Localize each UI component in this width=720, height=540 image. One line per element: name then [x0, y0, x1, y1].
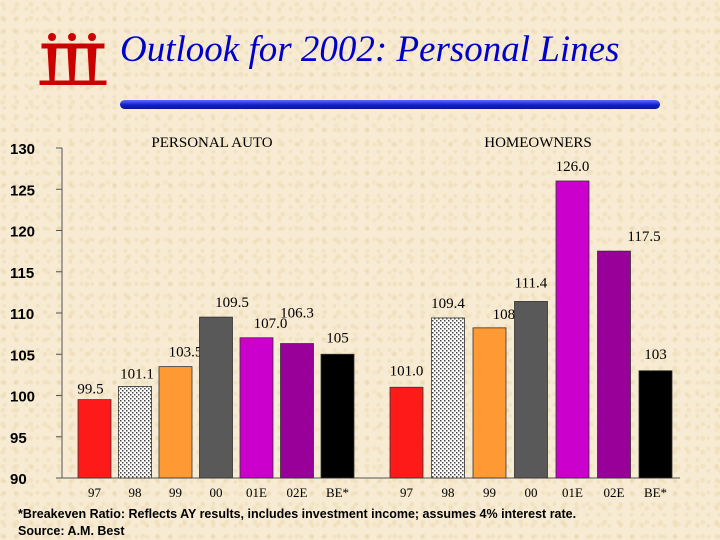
x-tick-label: 00: [525, 485, 538, 500]
bar: [280, 343, 314, 479]
y-tick-label: 105: [10, 347, 35, 364]
bar: [77, 399, 112, 479]
bar: [472, 327, 507, 479]
bar: [431, 317, 465, 479]
data-label: 109.5: [215, 295, 249, 311]
x-tick-label: 99: [169, 485, 182, 500]
bar: [158, 366, 193, 479]
x-tick-label: 98: [442, 485, 455, 500]
y-tick-label: 120: [10, 224, 35, 241]
x-tick-label: 02E: [287, 485, 308, 500]
x-tick-label: 00: [210, 485, 223, 500]
y-tick-label: 125: [10, 182, 35, 199]
bar: [638, 370, 673, 479]
bar: [199, 316, 233, 479]
data-label: 111.4: [515, 275, 548, 291]
page-title: Outlook for 2002: Personal Lines: [120, 29, 620, 70]
data-label: 126.0: [556, 159, 590, 175]
data-label: 105: [326, 330, 349, 346]
breakeven-footnote: *Breakeven Ratio: Reflects AY results, i…: [18, 507, 577, 521]
panel-title: PERSONAL AUTO: [151, 135, 272, 151]
y-tick-label: 90: [10, 471, 27, 488]
x-tick-label: 01E: [562, 485, 583, 500]
x-tick-label: BE*: [644, 485, 667, 500]
bar: [555, 180, 590, 479]
bar: [514, 301, 548, 479]
company-logo: [39, 33, 107, 85]
y-tick-label: 115: [10, 265, 34, 282]
data-label: 109.4: [431, 296, 465, 312]
x-tick-label: 01E: [246, 485, 267, 500]
data-label: 103.5: [169, 345, 203, 361]
data-label: 106.3: [280, 306, 314, 322]
data-label: 99.5: [77, 382, 103, 398]
x-tick-label: 97: [88, 485, 102, 500]
data-label: 101.0: [390, 363, 424, 379]
x-tick-label: 99: [483, 485, 496, 500]
x-tick-label: 97: [400, 485, 414, 500]
y-tick-label: 95: [10, 430, 27, 447]
data-label: 117.5: [627, 229, 660, 245]
title-underline: [120, 100, 660, 109]
bar: [118, 386, 152, 479]
bar: [239, 337, 274, 479]
data-label: 107.0: [254, 316, 288, 332]
data-label: 103: [644, 347, 667, 363]
y-tick-label: 130: [10, 141, 35, 158]
data-label: 101.1: [120, 366, 154, 382]
panel-title: HOMEOWNERS: [484, 135, 592, 151]
x-tick-label: 02E: [604, 485, 625, 500]
bar: [597, 250, 631, 479]
y-tick-label: 110: [10, 306, 34, 323]
y-tick-label: 100: [10, 389, 35, 406]
source-note: Source: A.M. Best: [18, 524, 125, 538]
x-tick-label: 98: [129, 485, 142, 500]
bar: [320, 353, 355, 479]
bar: [389, 386, 424, 479]
x-tick-label: BE*: [326, 485, 349, 500]
